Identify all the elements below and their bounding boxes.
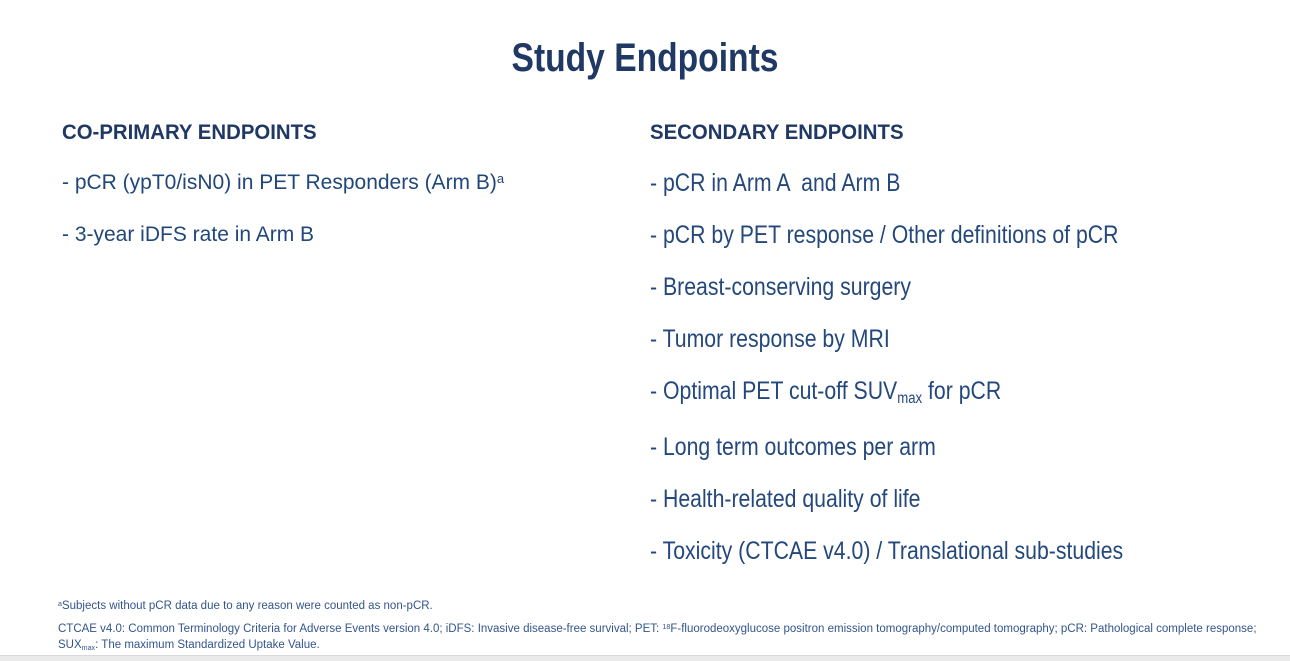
footnote-a: aSubjects without pCR data due to any re… [58,599,433,615]
footnote-abbreviations: CTCAE v4.0: Common Terminology Criteria … [58,622,1290,654]
footnote-a-text: Subjects without pCR data due to any rea… [61,600,433,612]
page-title: Study Endpoints [511,36,779,80]
secondary-section: SECONDARY ENDPOINTS - pCR in Arm A and A… [650,120,1207,566]
secondary-item-suvmax-cutoff: - Optimal PET cut-off SUVmax for pCR [650,376,1123,410]
abbrev-pre-text: CTCAE v4.0: Common Terminology Criteria … [58,623,663,635]
secondary-item-quality-of-life: - Health-related quality of life [650,485,921,513]
secondary-item-pcr-arms: - pCR in Arm A and Arm B [650,169,901,197]
secondary-header: SECONDARY ENDPOINTS [650,121,904,144]
suvmax-subscript: max [897,389,923,407]
abbrev-max-subscript: max [81,643,96,652]
bottom-edge-strip [0,655,1290,661]
suvmax-pre-text: - Optimal PET cut-off SUV [650,377,898,405]
footnote-marker-a: a [496,171,505,187]
secondary-item-breast-conserving-surgery: - Breast-conserving surgery [650,273,912,301]
coprimary-item-pcr-text: - pCR (ypT0/isN0) in PET Responders (Arm… [62,171,497,194]
coprimary-item-pcr: - pCR (ypT0/isN0) in PET Responders (Arm… [62,170,504,198]
coprimary-section: CO-PRIMARY ENDPOINTS - pCR (ypT0/isN0) i… [62,120,504,248]
abbrev-18f-superscript: 18 [662,622,671,631]
footnote-a-marker: a [58,599,62,608]
secondary-item-tumor-response-mri: - Tumor response by MRI [650,325,890,353]
secondary-item-pcr-pet-response: - pCR by PET response / Other definition… [650,221,1119,249]
secondary-item-long-term-outcomes: - Long term outcomes per arm [650,433,936,461]
suvmax-post-text: for pCR [922,377,1002,405]
coprimary-header: CO-PRIMARY ENDPOINTS [62,121,317,144]
coprimary-item-idfs: - 3-year iDFS rate in Arm B [62,223,315,246]
abbrev-mid-text: F-fluorodeoxyglucose positron emission t… [58,623,1257,651]
secondary-item-toxicity-translational: - Toxicity (CTCAE v4.0) / Translational … [650,537,1124,565]
abbrev-post-text: : The maximum Standardized Uptake Value. [95,639,320,651]
